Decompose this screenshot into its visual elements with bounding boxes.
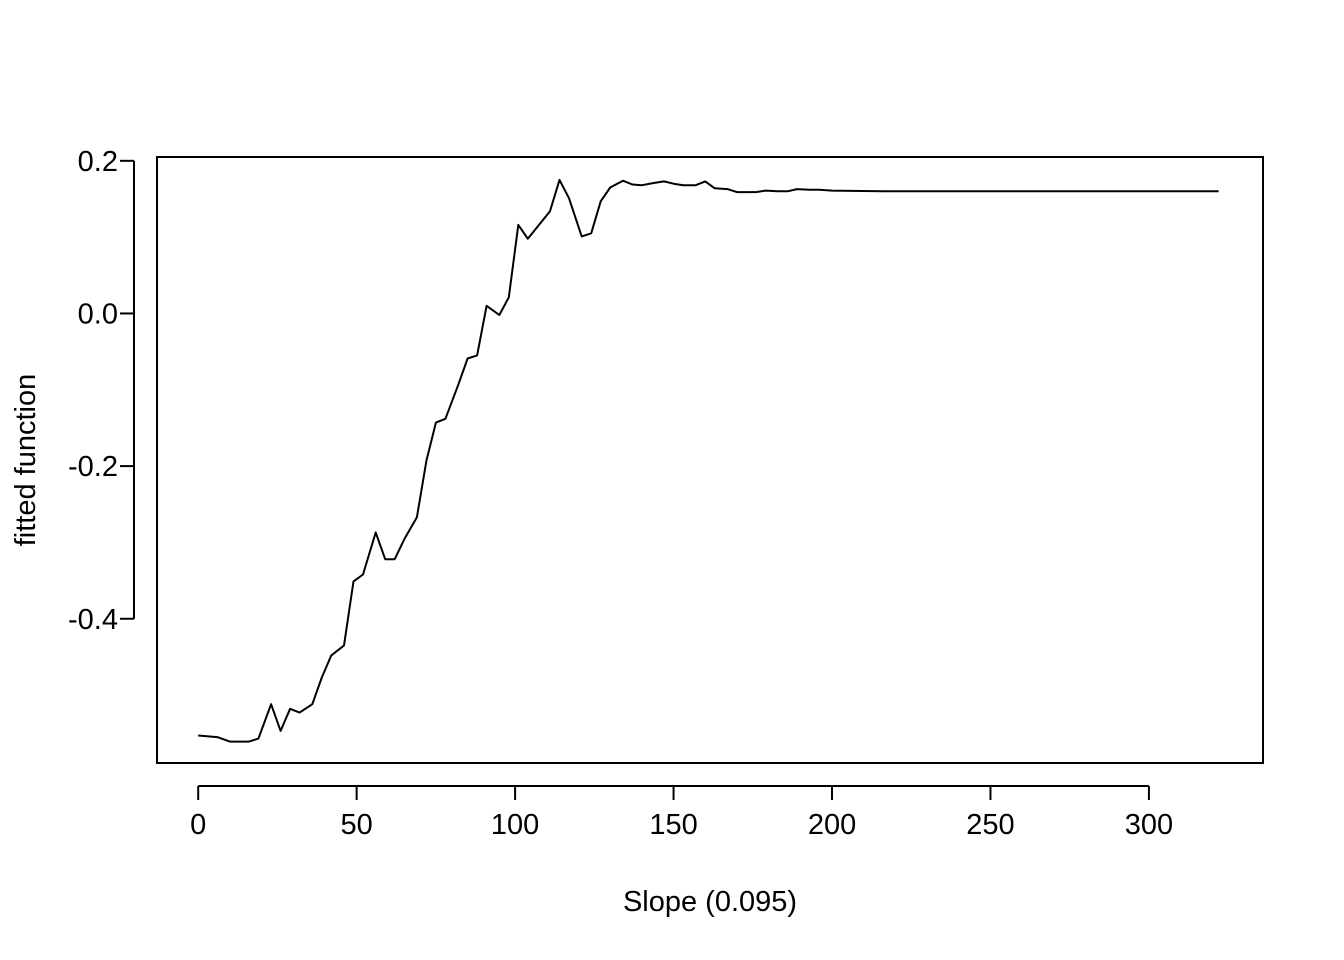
x-tick-label: 0: [190, 809, 206, 841]
x-tick-label: 100: [491, 809, 539, 841]
series-line: [198, 178, 1219, 743]
x-tick-label: 250: [966, 809, 1014, 841]
x-tick-label: 50: [341, 809, 373, 841]
y-tick-label: 0.0: [78, 298, 118, 330]
plot-box: [156, 156, 1264, 764]
y-axis-title: fitted function: [10, 374, 42, 547]
x-tick-label: 200: [808, 809, 856, 841]
x-axis: 0 50 100 150 200 250 300: [190, 785, 1173, 841]
y-tick-label: 0.2: [78, 146, 118, 178]
series-layer: [198, 178, 1219, 743]
y-axis: -0.4 -0.2 0.0 0.2: [68, 146, 135, 636]
x-axis-title: Slope (0.095): [623, 886, 797, 918]
x-tick-label: 150: [649, 809, 697, 841]
x-tick-label: 300: [1125, 809, 1173, 841]
y-tick-label: -0.2: [68, 451, 118, 483]
y-tick-label: -0.4: [68, 604, 118, 636]
